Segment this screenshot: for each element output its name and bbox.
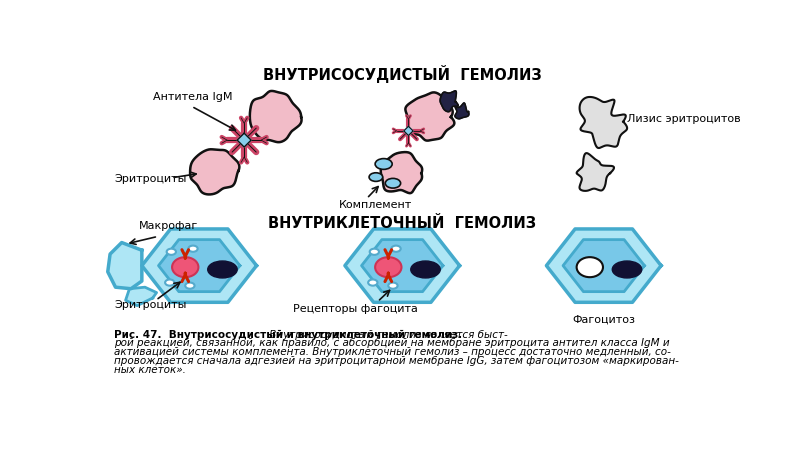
Ellipse shape	[186, 282, 194, 289]
Polygon shape	[108, 242, 142, 289]
Polygon shape	[577, 153, 614, 191]
Ellipse shape	[172, 257, 198, 277]
Text: рой реакцией, связанной, как правило, с абсорбцией на мембране эритроцита антите: рой реакцией, связанной, как правило, с …	[114, 339, 670, 348]
Text: Фагоцитоз: Фагоцитоз	[572, 314, 635, 324]
Polygon shape	[440, 91, 458, 112]
Ellipse shape	[388, 282, 398, 289]
Ellipse shape	[410, 261, 440, 278]
Polygon shape	[237, 133, 251, 147]
Polygon shape	[546, 229, 661, 302]
Text: Макрофаг: Макрофаг	[138, 221, 198, 231]
Ellipse shape	[165, 279, 174, 286]
Text: Рецепторы фагоцита: Рецепторы фагоцита	[294, 304, 418, 314]
Polygon shape	[404, 126, 413, 136]
Ellipse shape	[188, 246, 198, 252]
Text: провождается сначала адгезией на эритроцитарной мембране IgG, затем фагоцитозом : провождается сначала адгезией на эритроц…	[114, 356, 679, 366]
Ellipse shape	[368, 279, 378, 286]
Polygon shape	[362, 240, 443, 292]
Polygon shape	[142, 229, 257, 302]
Text: активацией системы комплемента. Внутриклеточный гемолиз – процесс достаточно мед: активацией системы комплемента. Внутрикл…	[114, 347, 671, 357]
Text: Эритроциты: Эритроциты	[114, 300, 186, 310]
Ellipse shape	[577, 257, 603, 277]
Text: Лизис эритроцитов: Лизис эритроцитов	[627, 114, 741, 124]
Ellipse shape	[208, 261, 237, 278]
Polygon shape	[455, 103, 469, 119]
Text: Рис. 47.  Внутрисосудистый и внутриклеточный гемолиз.: Рис. 47. Внутрисосудистый и внутриклеточ…	[114, 330, 462, 339]
Ellipse shape	[369, 173, 382, 181]
Ellipse shape	[375, 257, 402, 277]
Polygon shape	[250, 91, 302, 142]
Polygon shape	[381, 152, 422, 193]
Ellipse shape	[375, 158, 392, 169]
Polygon shape	[190, 149, 239, 194]
Polygon shape	[158, 240, 240, 292]
Text: ных клеток».: ных клеток».	[114, 365, 186, 375]
Text: Внутрисосудистый гемолиз является быст-: Внутрисосудистый гемолиз является быст-	[266, 330, 508, 339]
Text: ВНУТРИСОСУДИСТЫЙ  ГЕМОЛИЗ: ВНУТРИСОСУДИСТЫЙ ГЕМОЛИЗ	[263, 66, 542, 84]
Polygon shape	[406, 92, 454, 141]
Ellipse shape	[386, 178, 401, 188]
Text: Комплемент: Комплемент	[338, 200, 412, 210]
Ellipse shape	[166, 249, 176, 255]
Ellipse shape	[612, 261, 642, 278]
Ellipse shape	[370, 249, 379, 255]
Polygon shape	[126, 287, 157, 306]
Polygon shape	[563, 240, 645, 292]
Text: Эритроциты: Эритроциты	[114, 174, 186, 184]
Ellipse shape	[391, 246, 401, 252]
Text: ВНУТРИКЛЕТОЧНЫЙ  ГЕМОЛИЗ: ВНУТРИКЛЕТОЧНЫЙ ГЕМОЛИЗ	[268, 216, 536, 231]
Polygon shape	[579, 97, 627, 148]
Text: Антитела IgM: Антитела IgM	[153, 92, 232, 101]
Polygon shape	[345, 229, 459, 302]
